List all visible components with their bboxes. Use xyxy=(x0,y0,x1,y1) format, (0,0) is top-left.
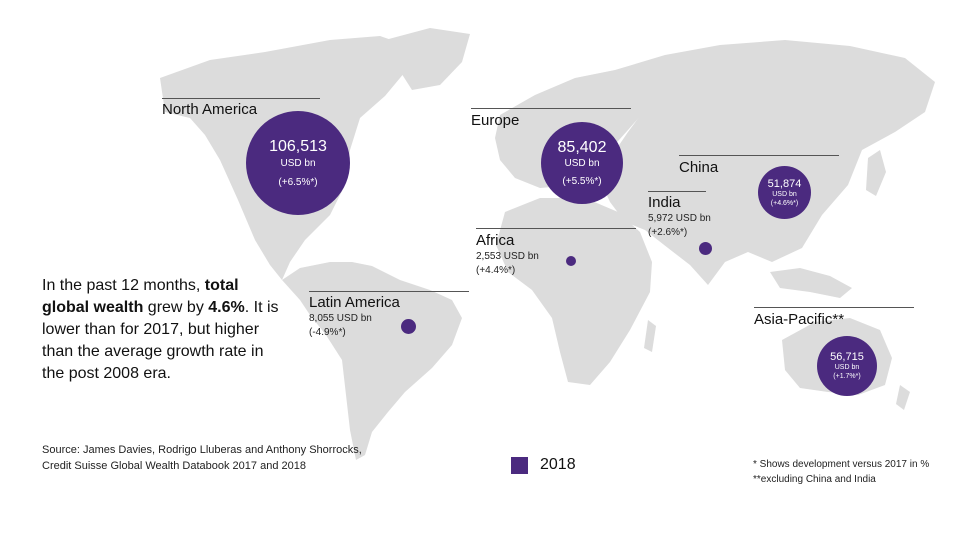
latin-america-dot xyxy=(401,319,416,334)
europe-bubble: 85,402 USD bn (+5.5%*) xyxy=(541,122,623,204)
summary-bold-2: 4.6% xyxy=(208,299,245,316)
latin-america-value-block: 8,055 USD bn (-4.9%*) xyxy=(309,312,372,340)
japan-landmass xyxy=(866,150,886,196)
europe-value: 85,402 xyxy=(557,139,607,156)
summary-part-2: grew by xyxy=(143,299,209,316)
legend-label: 2018 xyxy=(540,456,576,473)
europe-rule xyxy=(471,108,631,109)
latin-america-value: 8,055 USD bn xyxy=(309,313,372,324)
asia-pacific-change: (+1.7%*) xyxy=(833,373,861,380)
legend: 2018 xyxy=(511,456,576,474)
summary-bold-1: total global wealth xyxy=(42,277,239,316)
asia-pacific-bubble: 56,715 USD bn (+1.7%*) xyxy=(817,336,877,396)
africa-value-block: 2,553 USD bn (+4.4%*) xyxy=(476,250,539,278)
source-line-1: Source: James Davies, Rodrigo Lluberas a… xyxy=(42,444,362,456)
south-america-landmass xyxy=(282,262,462,460)
southeast-asia-islands xyxy=(770,268,852,298)
source-line-2: Credit Suisse Global Wealth Databook 201… xyxy=(42,460,306,472)
africa-value: 2,553 USD bn xyxy=(476,251,539,262)
source-note: Source: James Davies, Rodrigo Lluberas a… xyxy=(42,442,362,474)
africa-dot xyxy=(566,256,576,266)
madagascar-landmass xyxy=(644,320,656,352)
africa-landmass xyxy=(496,198,652,385)
india-rule xyxy=(648,191,706,192)
china-unit: USD bn xyxy=(772,190,797,198)
summary-part-1: In the past 12 months, xyxy=(42,277,205,294)
europe-label: Europe xyxy=(471,112,520,129)
india-label: India xyxy=(648,194,681,211)
footnote-2: **excluding China and India xyxy=(753,474,876,485)
asia-pacific-value: 56,715 xyxy=(830,351,864,363)
europe-unit: USD bn xyxy=(564,158,600,169)
summary-text: In the past 12 months, total global weal… xyxy=(42,275,282,385)
north-america-value: 106,513 xyxy=(269,138,327,155)
china-rule xyxy=(679,155,839,156)
asia-pacific-label: Asia-Pacific** xyxy=(754,311,845,328)
legend-swatch xyxy=(511,456,528,474)
china-change: (+4.6%*) xyxy=(770,199,799,207)
africa-rule xyxy=(476,228,636,229)
latin-america-rule xyxy=(309,291,469,292)
summary-part-3: . It is lower than for 2017, but higher … xyxy=(42,299,279,382)
greenland-landmass xyxy=(385,28,470,90)
north-america-bubble: 106,513 USD bn (+6.5%*) xyxy=(246,111,350,215)
india-value: 5,972 USD bn xyxy=(648,213,711,224)
asia-pacific-unit: USD bn xyxy=(834,364,860,371)
india-dot xyxy=(699,242,712,255)
north-america-rule xyxy=(162,98,320,99)
china-value: 51,874 xyxy=(767,177,802,190)
india-value-block: 5,972 USD bn (+2.6%*) xyxy=(648,212,711,240)
india-change: (+2.6%*) xyxy=(648,227,688,238)
north-america-unit: USD bn xyxy=(280,158,316,169)
latin-america-label: Latin America xyxy=(309,294,400,311)
europe-change: (+5.5%*) xyxy=(562,176,602,187)
asia-pacific-rule xyxy=(754,307,914,308)
footnotes: * Shows development versus 2017 in % **e… xyxy=(753,457,929,487)
footnote-1: * Shows development versus 2017 in % xyxy=(753,459,930,470)
new-zealand-landmass xyxy=(896,385,910,410)
china-bubble: 51,874 USD bn (+4.6%*) xyxy=(758,166,811,219)
asia-landmass xyxy=(598,40,935,285)
africa-label: Africa xyxy=(476,232,515,249)
china-label: China xyxy=(679,159,719,176)
africa-change: (+4.4%*) xyxy=(476,265,516,276)
north-america-label: North America xyxy=(162,101,258,118)
north-america-change: (+6.5%*) xyxy=(278,177,318,188)
latin-america-change: (-4.9%*) xyxy=(309,327,346,338)
